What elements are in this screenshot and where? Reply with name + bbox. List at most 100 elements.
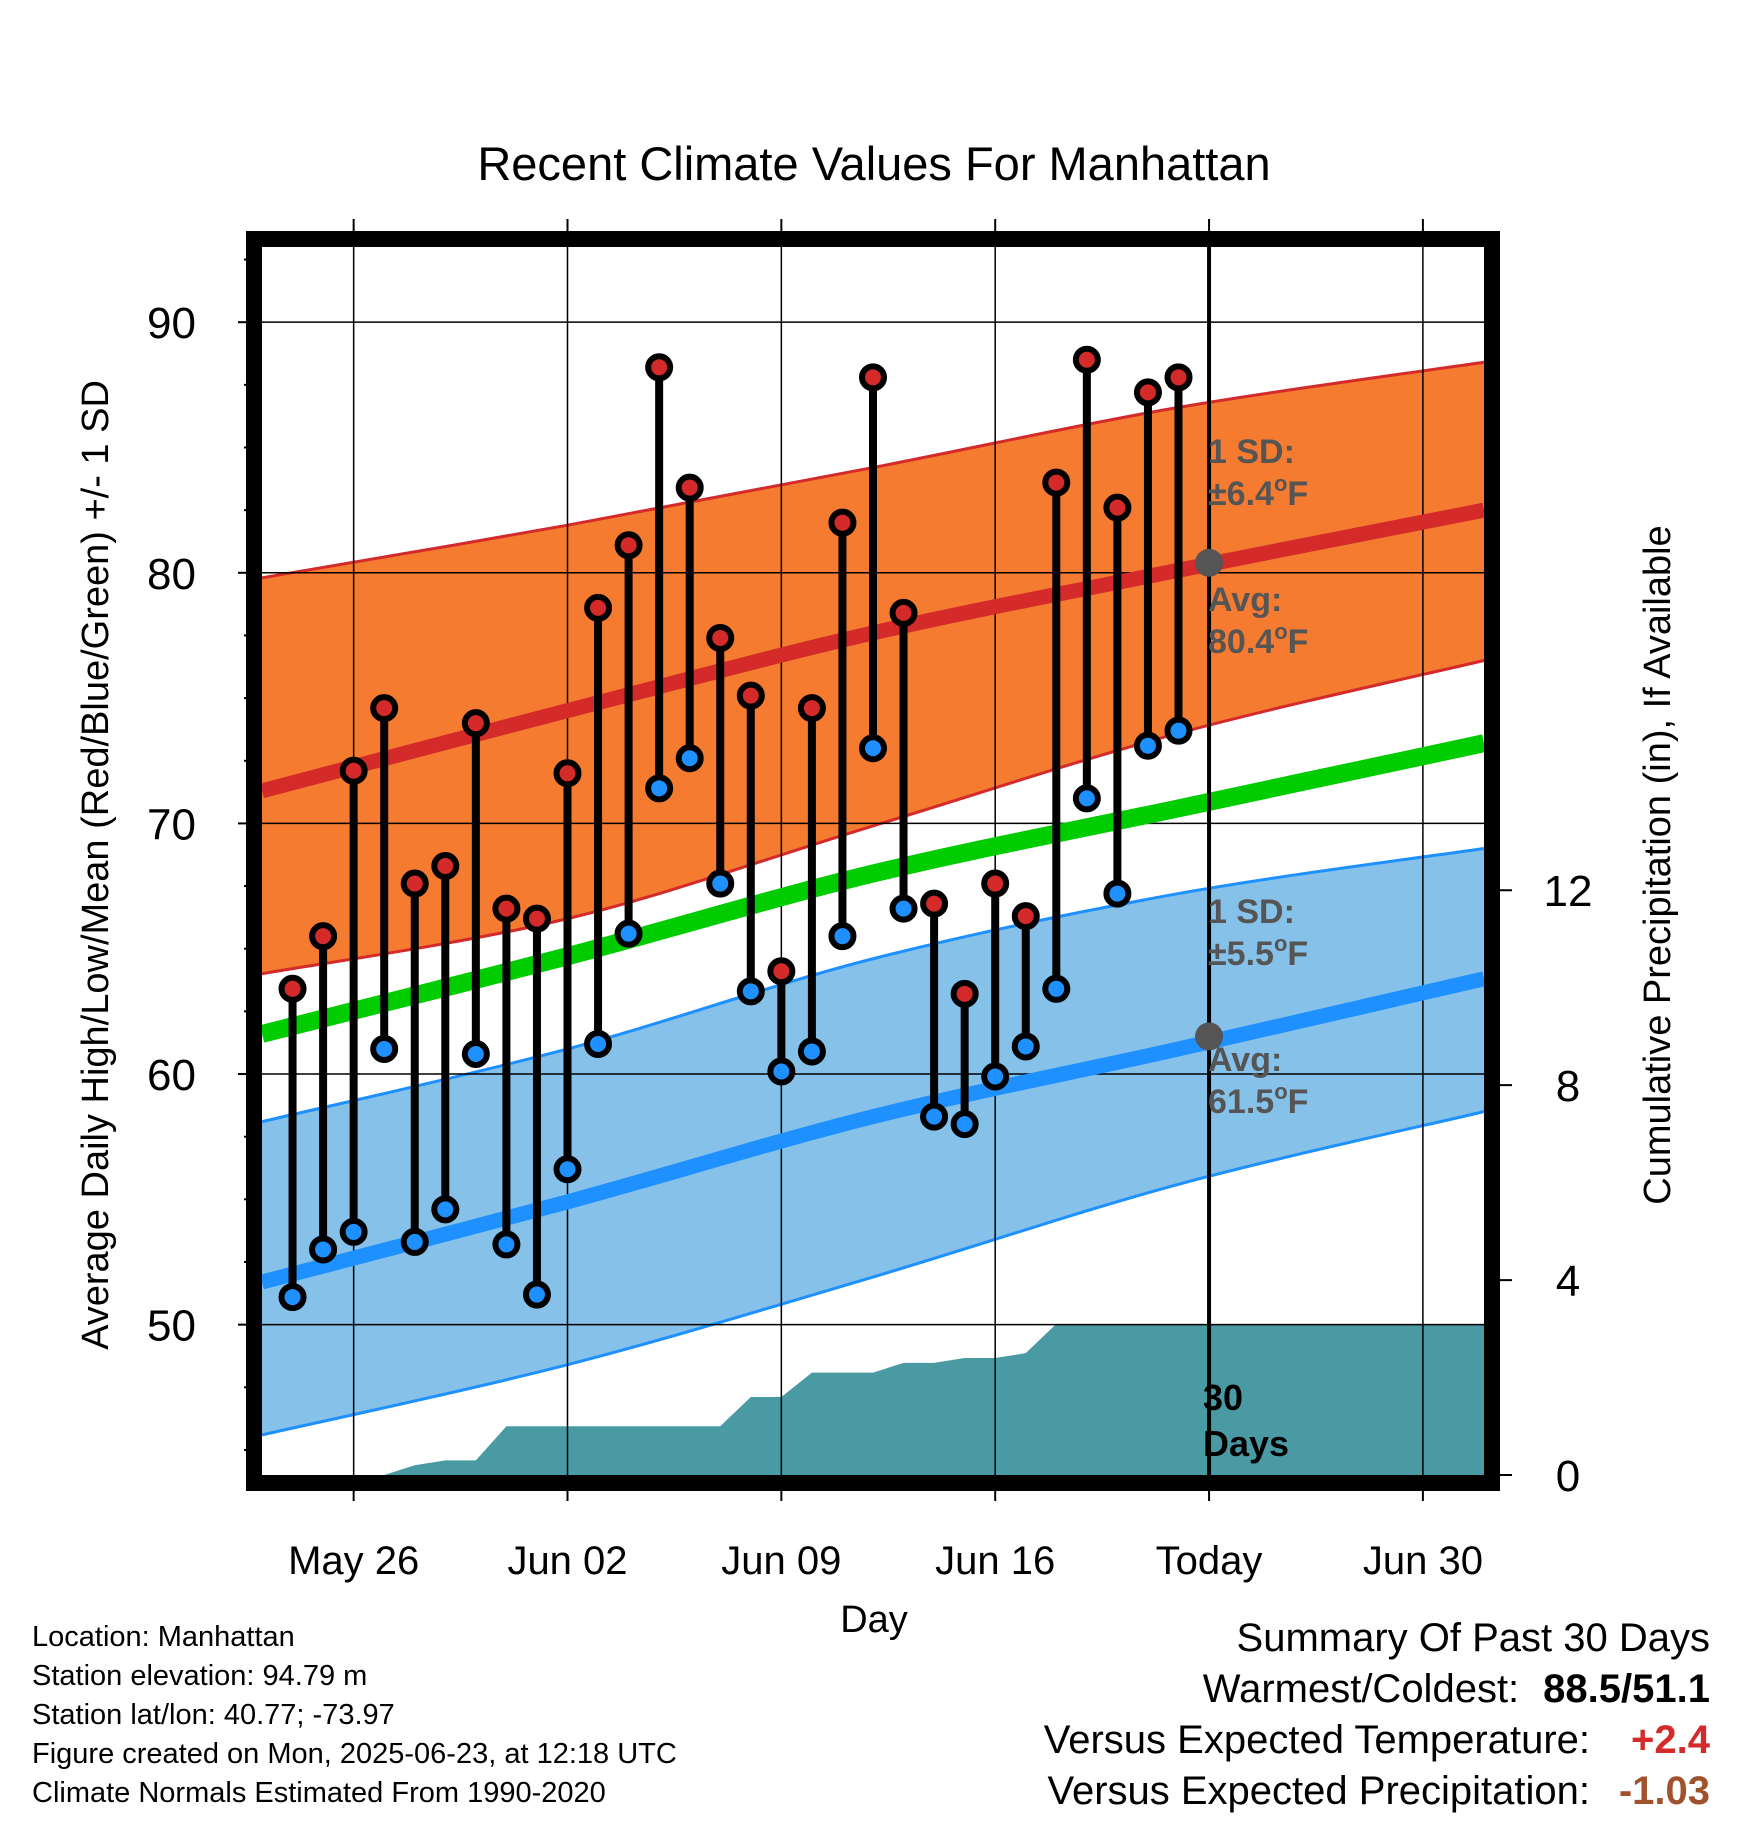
high-sd-annotation-value: ±6.4 bbox=[1208, 475, 1274, 513]
summary-temperature: Versus Expected Temperature: +2.4 bbox=[1044, 1715, 1710, 1766]
daily-high-point bbox=[584, 593, 613, 622]
daily-low-point bbox=[584, 1029, 613, 1058]
daily-low-point bbox=[522, 1280, 551, 1309]
period-annotation-line2: Days bbox=[1203, 1423, 1289, 1464]
daily-low-point bbox=[461, 1039, 490, 1068]
daily-low-point bbox=[278, 1283, 307, 1312]
daily-low-point bbox=[492, 1230, 521, 1259]
daily-high-point bbox=[522, 904, 551, 933]
high-sd-annotation-line1: 1 SD: bbox=[1208, 433, 1295, 471]
warmest-coldest-label: Warmest/Coldest: bbox=[1202, 1667, 1520, 1711]
precip-vs-expected-value: -1.03 bbox=[1618, 1769, 1710, 1813]
daily-high-point bbox=[797, 694, 826, 723]
normal-low-line bbox=[260, 971, 1486, 1290]
summary-warmest-coldest: Warmest/Coldest: 88.5/51.1 bbox=[1044, 1664, 1710, 1715]
y-tick-label: 80 bbox=[147, 550, 196, 599]
temp-vs-expected-label: Versus Expected Temperature: bbox=[1043, 1718, 1590, 1762]
high-avg-annotation-unit: F bbox=[1288, 623, 1309, 661]
daily-high-point bbox=[492, 894, 521, 923]
daily-low-point bbox=[645, 774, 674, 803]
low-avg-annotation-unit: F bbox=[1288, 1083, 1309, 1121]
y-tick-label: 50 bbox=[147, 1302, 196, 1351]
high-avg-annotation-line2: 80.4oF bbox=[1208, 619, 1308, 661]
daily-low-point bbox=[828, 922, 857, 951]
period-annotation-line1: 30 bbox=[1203, 1377, 1243, 1418]
temp-vs-expected-value: +2.4 bbox=[1631, 1718, 1710, 1762]
low-avg-annotation-line2: 61.5oF bbox=[1208, 1079, 1308, 1121]
chart-title: Recent Climate Values For Manhattan bbox=[477, 137, 1270, 190]
low-sd-lower-line bbox=[261, 1110, 1485, 1437]
daily-low-point bbox=[950, 1110, 979, 1139]
daily-low-point bbox=[767, 1057, 796, 1086]
daily-high-point bbox=[675, 473, 704, 502]
low-sd-annotation-line1: 1 SD: bbox=[1208, 893, 1295, 931]
high-sd-annotation-unit: F bbox=[1287, 475, 1308, 513]
daily-high-point bbox=[1164, 363, 1193, 392]
daily-high-point bbox=[553, 759, 582, 788]
daily-high-point bbox=[339, 756, 368, 785]
today-low-average-marker bbox=[1195, 1022, 1224, 1051]
daily-high-point bbox=[767, 957, 796, 986]
high-avg-annotation-value: 80.4 bbox=[1208, 623, 1274, 661]
y-right-tick-label: 4 bbox=[1556, 1257, 1580, 1306]
low-sd-annotation-unit: F bbox=[1287, 935, 1308, 973]
daily-high-point bbox=[309, 922, 338, 951]
plot-frame bbox=[246, 231, 1500, 1491]
daily-low-point bbox=[859, 734, 887, 763]
y-axis-label-left: Average Daily High/Low/Mean (Red/Blue/Gr… bbox=[75, 380, 117, 1350]
daily-low-point bbox=[736, 977, 765, 1006]
daily-high-point bbox=[706, 623, 735, 652]
summary-panel: Summary Of Past 30 Days Warmest/Coldest:… bbox=[1044, 1613, 1710, 1817]
station-latlon: Station lat/lon: 40.77; -73.97 bbox=[32, 1699, 395, 1731]
today-high-average-marker bbox=[1195, 548, 1224, 577]
low-avg-annotation-degree: o bbox=[1274, 1079, 1287, 1104]
daily-low-point bbox=[1072, 784, 1101, 813]
high-sd-annotation-degree: o bbox=[1274, 471, 1287, 496]
daily-low-point bbox=[339, 1217, 368, 1246]
y-axis-label-right: Cumulative Precipitation (in), If Availa… bbox=[1637, 525, 1679, 1204]
warmest-coldest-value: 88.5/51.1 bbox=[1543, 1667, 1710, 1711]
low-sd-annotation-value: ±5.5 bbox=[1208, 935, 1274, 973]
y-tick-label: 60 bbox=[147, 1051, 196, 1100]
figure-created: Figure created on Mon, 2025-06-23, at 12… bbox=[32, 1738, 677, 1770]
daily-high-point bbox=[1011, 902, 1040, 931]
y-tick-label: 70 bbox=[147, 800, 196, 849]
precip-vs-expected-label: Versus Expected Precipitation: bbox=[1047, 1769, 1590, 1813]
daily-low-point bbox=[889, 894, 918, 923]
low-avg-annotation-value: 61.5 bbox=[1208, 1083, 1274, 1121]
daily-high-point bbox=[400, 869, 429, 898]
x-tick-label: Jun 09 bbox=[721, 1539, 841, 1583]
daily-low-point bbox=[920, 1102, 949, 1131]
climate-normals-note: Climate Normals Estimated From 1990-2020 bbox=[32, 1777, 606, 1809]
station-info: Location: Manhattan Station elevation: 9… bbox=[32, 1618, 677, 1813]
daily-low-point bbox=[1164, 716, 1193, 745]
daily-high-point bbox=[1042, 468, 1071, 497]
daily-low-point bbox=[1011, 1032, 1040, 1061]
y-right-tick-label: 0 bbox=[1556, 1452, 1580, 1501]
daily-high-point bbox=[828, 508, 857, 537]
summary-precipitation: Versus Expected Precipitation: -1.03 bbox=[1044, 1766, 1710, 1817]
daily-low-point bbox=[431, 1195, 460, 1224]
daily-high-point bbox=[1103, 493, 1132, 522]
daily-low-point bbox=[553, 1155, 582, 1184]
daily-high-point bbox=[614, 531, 643, 560]
daily-high-point bbox=[370, 694, 399, 723]
daily-high-point bbox=[1133, 378, 1162, 407]
x-tick-label: Jun 30 bbox=[1363, 1539, 1483, 1583]
x-axis-label: Day bbox=[840, 1599, 908, 1641]
daily-low-point bbox=[706, 869, 735, 898]
low-avg-annotation-line1: Avg: bbox=[1208, 1041, 1282, 1079]
daily-low-point bbox=[1103, 879, 1132, 908]
high-avg-annotation-degree: o bbox=[1274, 619, 1287, 644]
daily-high-point bbox=[889, 598, 918, 627]
daily-high-point bbox=[859, 363, 887, 392]
daily-high-point bbox=[981, 869, 1010, 898]
daily-low-point bbox=[1133, 731, 1162, 760]
x-tick-label: May 26 bbox=[288, 1539, 419, 1583]
station-elevation: Station elevation: 94.79 m bbox=[32, 1660, 368, 1692]
station-location: Location: Manhattan bbox=[32, 1621, 295, 1653]
x-tick-label: Jun 02 bbox=[507, 1539, 627, 1583]
normal-mean-line bbox=[259, 734, 1486, 1043]
